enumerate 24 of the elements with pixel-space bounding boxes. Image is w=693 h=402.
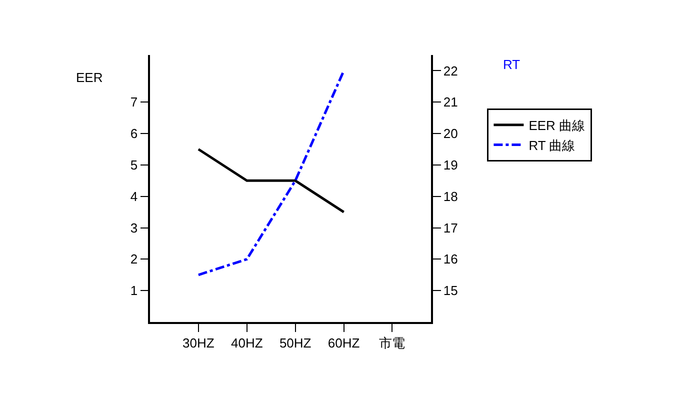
y-axis-title: EER [76,70,103,85]
y2-tick-label: 15 [443,283,458,298]
y-tick-label: 6 [130,126,138,142]
y2-tick-label: 16 [443,252,458,267]
y2-tick-label: 21 [443,94,458,110]
y-tick-label: 4 [130,188,138,204]
x-tick-label: 市電 [379,335,406,350]
y2-tick-label: 17 [443,220,458,236]
x-tick-label: 50HZ [279,335,312,350]
y-tick-label: 3 [130,220,138,236]
y2-axis-title: RT [503,57,520,72]
y-tick-label: 5 [130,157,138,172]
x-tick-label: 60HZ [328,335,360,350]
legend-label: EER 曲線 [528,118,586,133]
y2-tick-label: 20 [443,126,458,142]
y-tick-label: 1 [130,283,138,298]
legend-label: RT 曲線 [528,138,576,153]
y2-tick-label: 22 [443,63,458,78]
y2-tick-label: 19 [443,157,458,172]
x-tick-label: 30HZ [182,335,214,350]
x-tick-label: 40HZ [231,335,263,350]
y2-tick-label: 18 [443,188,458,204]
y-tick-label: 2 [130,252,138,267]
y-tick-label: 7 [130,94,138,110]
